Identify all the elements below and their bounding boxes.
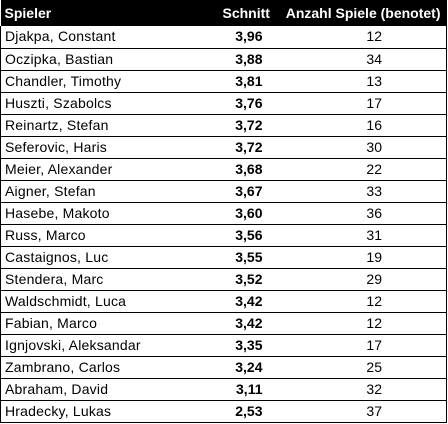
average-cell: 3,55	[218, 246, 271, 270]
games-count-cell: 12	[270, 312, 447, 336]
table-body: Djakpa, Constant 3,96 12 Oczipka, Bastian 3,…	[0, 26, 447, 424]
average-cell: 3,60	[218, 202, 271, 225]
player-name-cell: Stendera, Marc	[0, 268, 219, 292]
table-row: Stendera, Marc 3,52 29	[0, 268, 447, 292]
average-cell: 3,96	[218, 26, 271, 49]
average-cell: 3,56	[218, 224, 271, 247]
games-count-cell: 36	[270, 202, 447, 225]
average-cell: 3,88	[218, 48, 271, 71]
games-count-cell: 19	[270, 246, 447, 270]
games-count-cell: 37	[270, 400, 447, 424]
average-cell: 3,67	[218, 180, 271, 203]
table-row: Zambrano, Carlos 3,24 25	[0, 356, 447, 380]
player-name-cell: Hradecky, Lukas	[0, 400, 219, 424]
average-cell: 3,35	[218, 334, 271, 358]
player-name-cell: Djakpa, Constant	[0, 26, 219, 49]
games-count-cell: 34	[270, 48, 447, 71]
table-row: Castaignos, Luc 3,55 19	[0, 246, 447, 270]
player-name-cell: Seferovic, Haris	[0, 136, 219, 159]
player-name-cell: Fabian, Marco	[0, 312, 219, 336]
player-name-cell: Chandler, Timothy	[0, 70, 219, 93]
table-row: Ignjovski, Aleksandar 3,35 17	[0, 334, 447, 358]
player-name-cell: Meier, Alexander	[0, 158, 219, 181]
table-row: Hasebe, Makoto 3,60 36	[0, 202, 447, 225]
table-row: Waldschmidt, Luca 3,42 12	[0, 290, 447, 314]
games-count-cell: 13	[270, 70, 447, 93]
player-name-cell: Reinartz, Stefan	[0, 114, 219, 137]
header-row: Spieler Schnitt Anzahl Spiele (benotet)	[0, 0, 447, 26]
games-count-cell: 25	[270, 356, 447, 380]
average-cell: 2,53	[218, 400, 271, 424]
table-row: Huszti, Szabolcs 3,76 17	[0, 92, 447, 115]
average-cell: 3,68	[218, 158, 271, 181]
games-count-cell: 12	[270, 290, 447, 314]
games-count-cell: 29	[270, 268, 447, 292]
player-name-cell: Zambrano, Carlos	[0, 356, 219, 380]
average-cell: 3,81	[218, 70, 271, 93]
table-row: Chandler, Timothy 3,81 13	[0, 70, 447, 93]
games-count-cell: 17	[270, 92, 447, 115]
games-count-cell: 30	[270, 136, 447, 159]
player-name-cell: Russ, Marco	[0, 224, 219, 247]
table-row: Seferovic, Haris 3,72 30	[0, 136, 447, 159]
column-header-games: Anzahl Spiele (benotet)	[270, 0, 447, 26]
average-cell: 3,76	[218, 92, 271, 115]
games-count-cell: 32	[270, 378, 447, 402]
average-cell: 3,11	[218, 378, 271, 402]
average-cell: 3,52	[218, 268, 271, 292]
games-count-cell: 31	[270, 224, 447, 247]
table-row: Abraham, David 3,11 32	[0, 378, 447, 402]
player-name-cell: Hasebe, Makoto	[0, 202, 219, 225]
games-count-cell: 33	[270, 180, 447, 203]
average-cell: 3,42	[218, 290, 271, 314]
table-row: Hradecky, Lukas 2,53 37	[0, 400, 447, 424]
column-header-player: Spieler	[0, 0, 219, 26]
games-count-cell: 17	[270, 334, 447, 358]
column-header-average: Schnitt	[218, 0, 271, 26]
average-cell: 3,72	[218, 114, 271, 137]
average-cell: 3,42	[218, 312, 271, 336]
games-count-cell: 22	[270, 158, 447, 181]
games-count-cell: 12	[270, 26, 447, 49]
player-name-cell: Abraham, David	[0, 378, 219, 402]
table-row: Reinartz, Stefan 3,72 16	[0, 114, 447, 137]
table-row: Aigner, Stefan 3,67 33	[0, 180, 447, 203]
games-count-cell: 16	[270, 114, 447, 137]
player-name-cell: Waldschmidt, Luca	[0, 290, 219, 314]
player-name-cell: Oczipka, Bastian	[0, 48, 219, 71]
player-name-cell: Ignjovski, Aleksandar	[0, 334, 219, 358]
average-cell: 3,72	[218, 136, 271, 159]
table-row: Meier, Alexander 3,68 22	[0, 158, 447, 181]
table-row: Djakpa, Constant 3,96 12	[0, 26, 447, 49]
table-row: Fabian, Marco 3,42 12	[0, 312, 447, 336]
table-row: Oczipka, Bastian 3,88 34	[0, 48, 447, 71]
player-name-cell: Huszti, Szabolcs	[0, 92, 219, 115]
table-row: Russ, Marco 3,56 31	[0, 224, 447, 247]
player-name-cell: Castaignos, Luc	[0, 246, 219, 270]
average-cell: 3,24	[218, 356, 271, 380]
table-header: Spieler Schnitt Anzahl Spiele (benotet)	[0, 0, 447, 26]
player-name-cell: Aigner, Stefan	[0, 180, 219, 203]
